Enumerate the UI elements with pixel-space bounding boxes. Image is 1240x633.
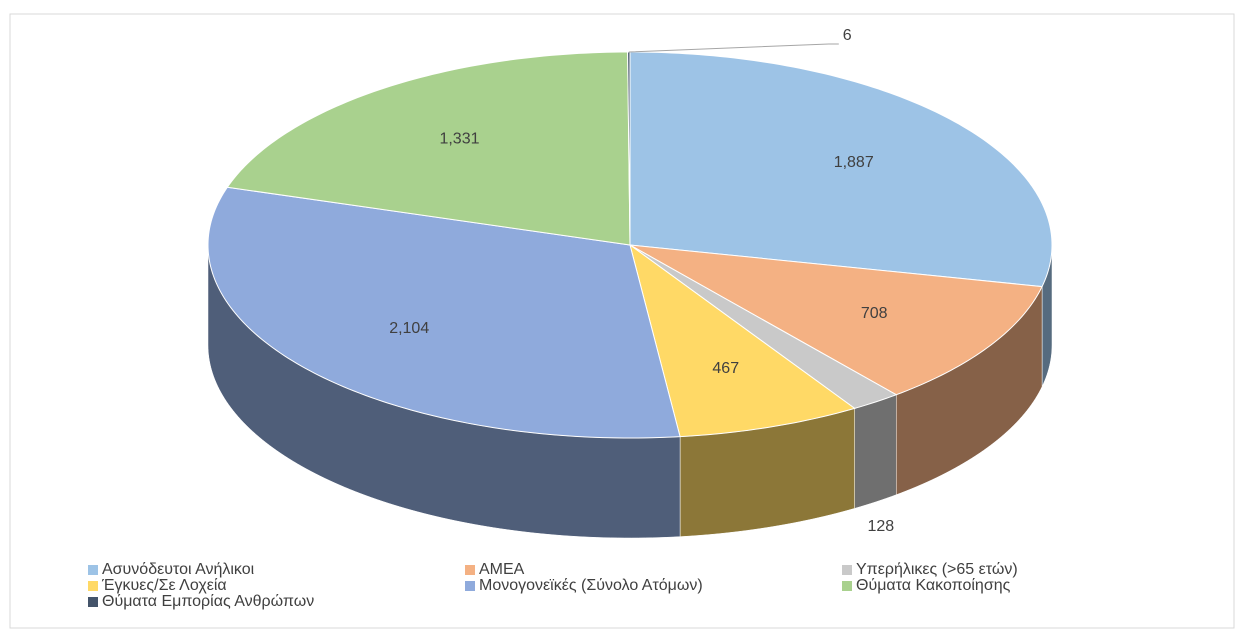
slice [226,51,631,246]
legend-label: Θύματα Κακοποίησης [856,577,1011,594]
legend-label: Θύματα Εμπορίας Ανθρώπων [102,593,314,610]
data-label: 128 [867,518,894,535]
legend-label: Υπερήλικες (>65 ετών) [856,561,1018,578]
legend-swatch [88,565,98,575]
legend-swatch [842,565,852,575]
data-label: 6 [843,27,852,44]
slice [627,51,631,246]
leader-line [628,43,839,53]
slice [629,244,1043,396]
slice [629,244,898,409]
legend-swatch [842,581,852,591]
slice [629,243,856,438]
data-label: 708 [861,305,888,322]
legend-label: Ασυνόδευτοι Ανήλικοι [102,561,255,578]
legend-label: Έγκυες/Σε Λοχεία [101,577,227,594]
data-label: 1,887 [834,154,874,171]
data-label: 1,331 [439,131,479,148]
legend-swatch [465,581,475,591]
legend-label: ΑΜΕΑ [479,561,525,578]
slice [629,51,1053,288]
data-label: 467 [712,360,739,377]
slice [207,186,681,439]
legend-swatch [88,581,98,591]
legend-swatch [465,565,475,575]
legend-label: Μονογονεϊκές (Σύνολο Ατόμων) [479,577,703,594]
data-label: 2,104 [389,320,429,337]
slice-side [854,394,897,509]
legend-swatch [88,597,98,607]
